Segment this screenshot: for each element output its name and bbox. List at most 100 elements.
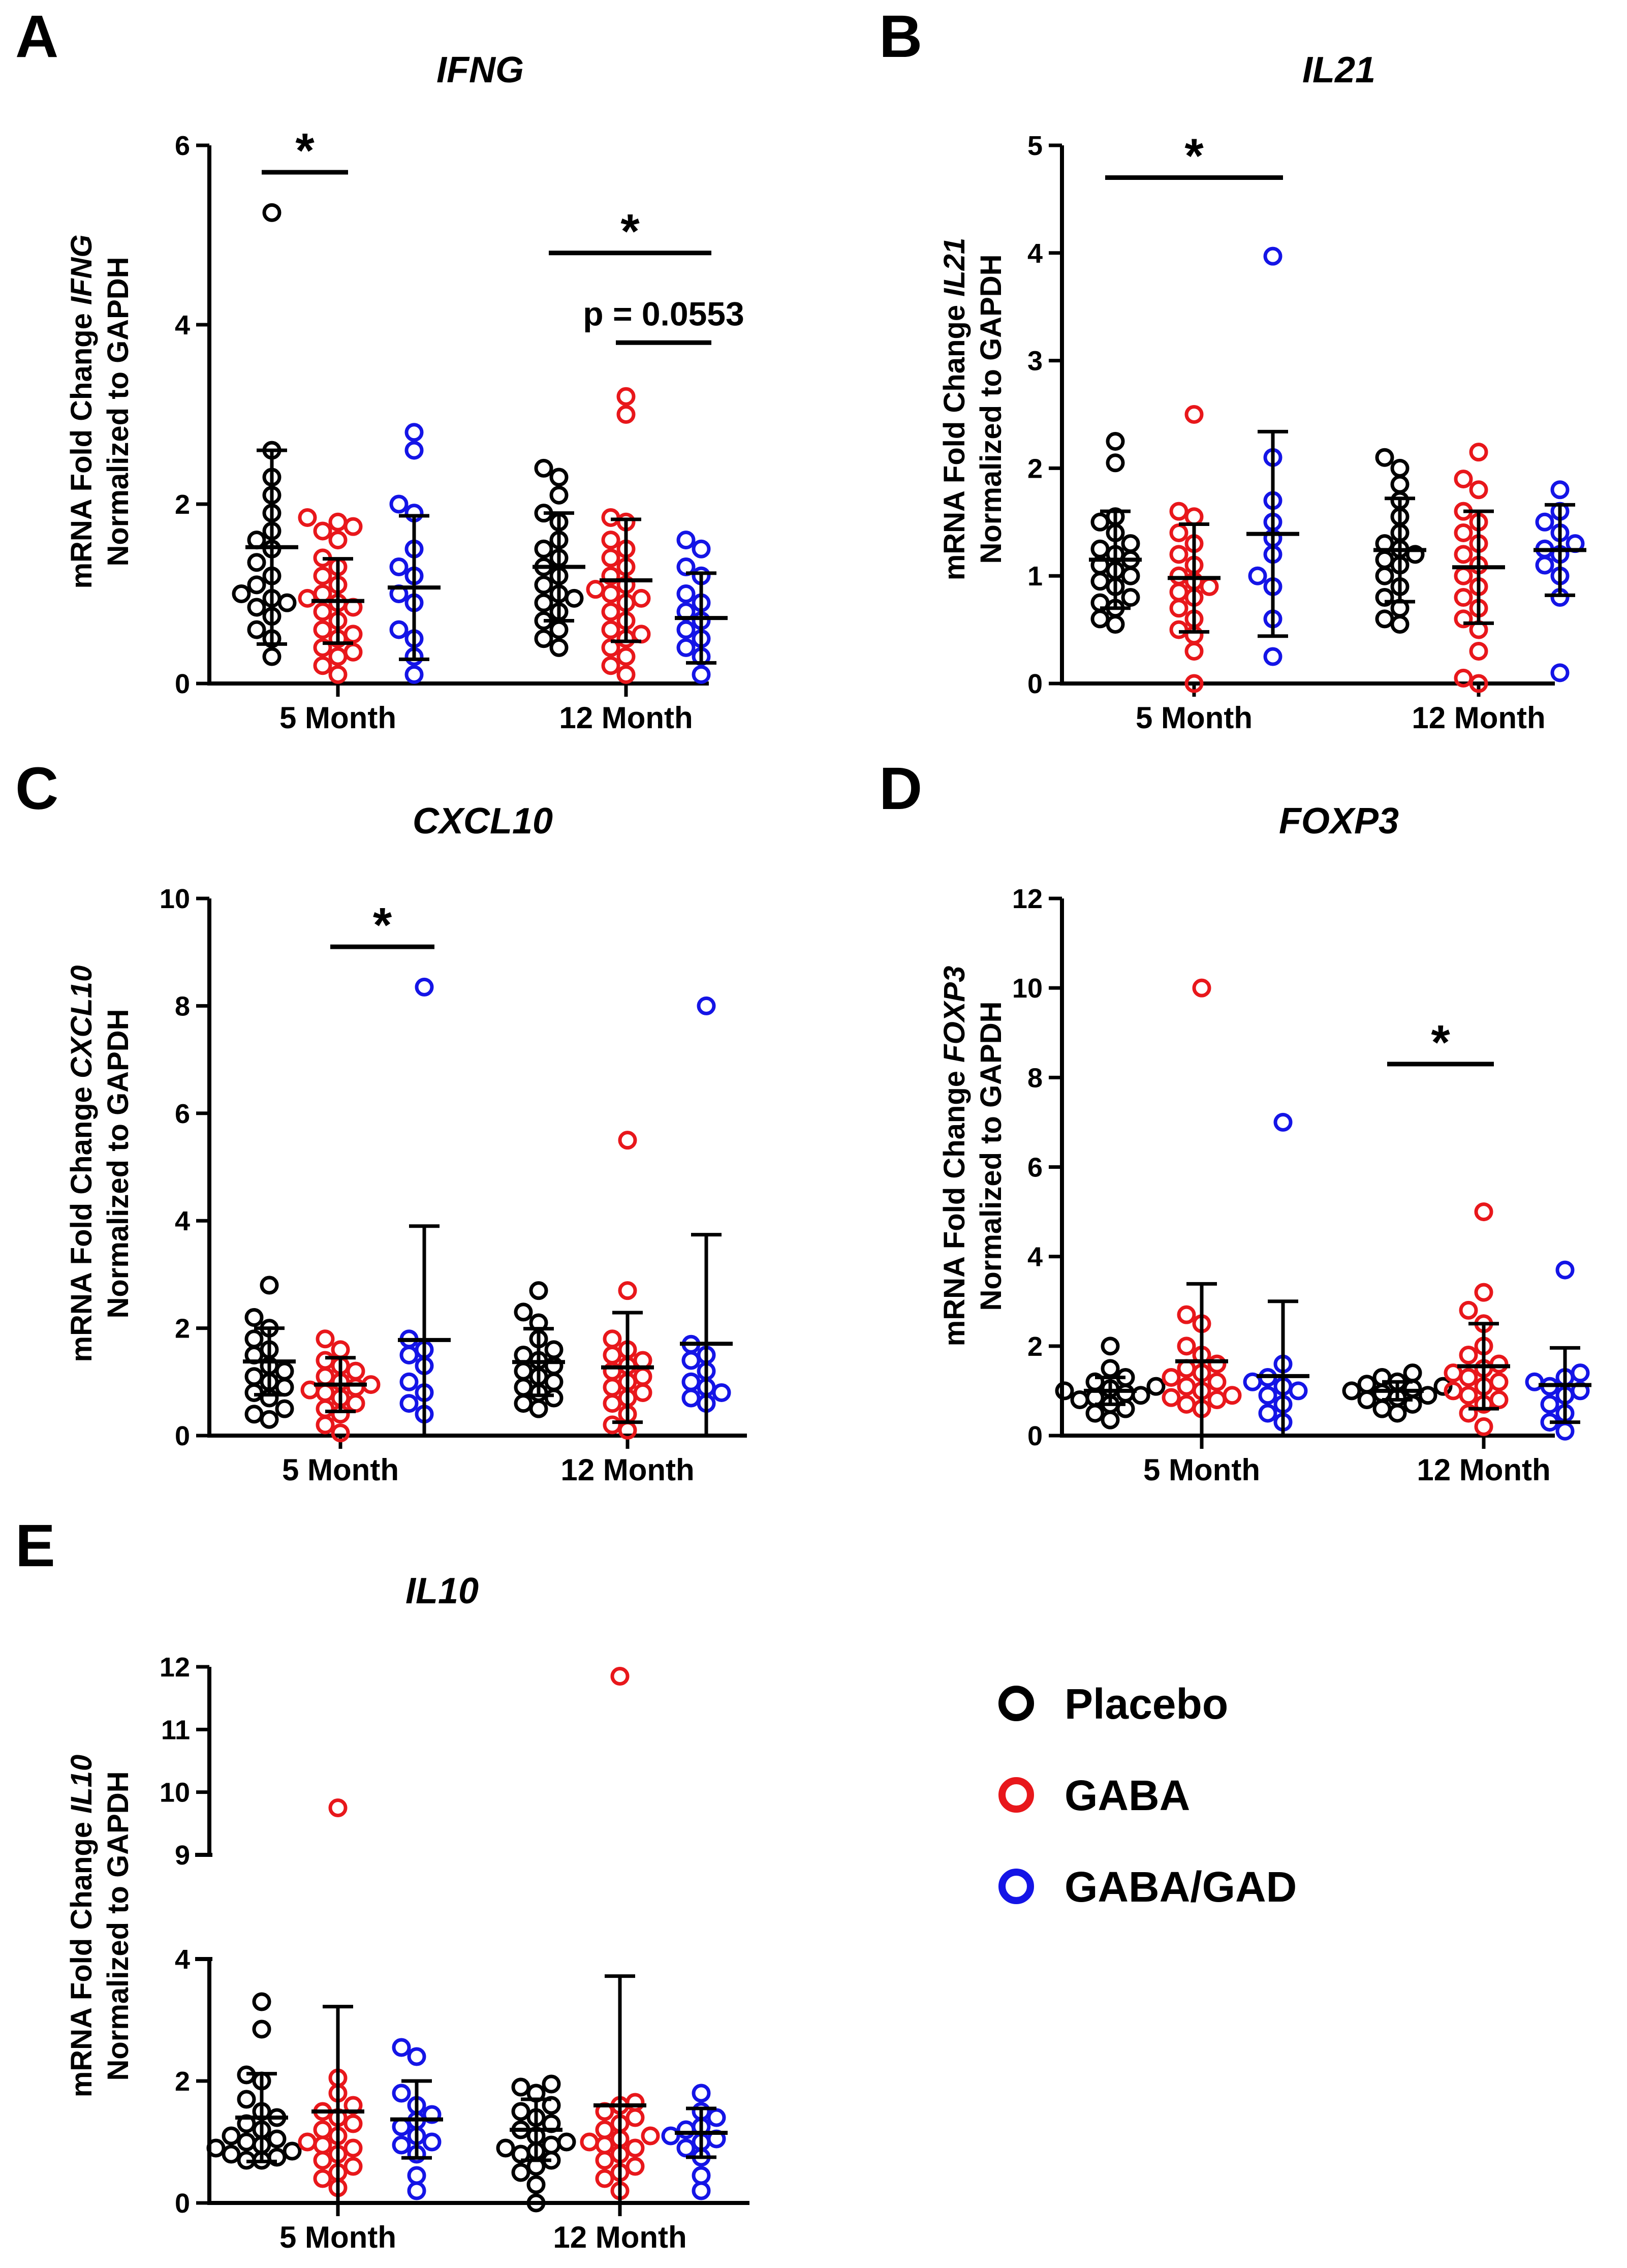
panel-E-ytick-label-4: 4 [175, 1944, 190, 1975]
panel-E: E IL10 mRNA Fold Change IL10 Normalized … [15, 1512, 749, 2254]
panel-C-point-gaba-5-month-6 [316, 1383, 335, 1402]
panel-C-plot: 0 2 4 6 8 10 5 Month 12 Month * [160, 884, 747, 1487]
panel-D-point-gaba-gad-5-month-9 [1273, 1112, 1293, 1132]
panel-B-point-placebo-5-month-13 [1121, 534, 1140, 553]
panel-A-point-gaba-5-month-7 [313, 620, 332, 639]
panel-D-point-gaba-12-month-12 [1459, 1345, 1478, 1364]
panel-A-point-gaba-gad-5-month-12 [404, 423, 424, 442]
panel-C-point-gaba-5-month-8 [346, 1378, 365, 1397]
panel-B-point-gaba-12-month-8 [1454, 566, 1473, 585]
panel-A-point-gaba-12-month-22 [616, 387, 636, 406]
panel-A-point-gaba-12-month-5 [632, 625, 651, 644]
panel-B-point-placebo-12-month-16 [1375, 448, 1394, 467]
panel-E-point-placebo-12-month-17 [511, 2077, 530, 2097]
panel-D-point-gaba-5-month-4 [1223, 1386, 1242, 1405]
panel-C-point-placebo-5-month-0 [260, 1410, 279, 1429]
panel-E-point-placebo-12-month-0 [526, 2193, 546, 2213]
panel-E-point-gaba-gad-5-month-0 [407, 2181, 426, 2200]
panel-B-point-gaba-5-month-0 [1184, 674, 1204, 693]
panel-C-point-placebo-12-month-4 [514, 1378, 533, 1397]
panel-B-point-gaba-gad-5-month-0 [1263, 647, 1282, 666]
panel-A-point-placebo-12-month-6 [565, 588, 584, 608]
panel-A-point-placebo-5-month-0 [262, 647, 281, 666]
panel-D-point-placebo-5-month-13 [1101, 1359, 1120, 1378]
panel-C-point-gaba-12-month-6 [603, 1378, 622, 1397]
panel-B-point-gaba-gad-12-month-8 [1535, 512, 1554, 532]
legend-marker-gaba-gad [998, 1869, 1034, 1904]
panel-D-ylabel-gene: FOXP3 [938, 966, 971, 1063]
legend: Placebo GABA GABA/GAD [998, 1680, 1297, 1911]
panel-B-point-placebo-5-month-3 [1090, 593, 1110, 612]
panel-A-ytick-label-2: 2 [175, 489, 190, 520]
panel-D-point-gaba-12-month-3 [1489, 1390, 1509, 1410]
panel-A-point-gaba-12-month-14 [601, 566, 620, 585]
panel-A-point-placebo-12-month-2 [549, 620, 569, 639]
legend-label-placebo: Placebo [1065, 1680, 1228, 1728]
panel-B-point-gaba-5-month-17 [1184, 405, 1204, 424]
panel-C-point-gaba-12-month-3 [603, 1394, 622, 1413]
panel-D-point-gaba-gad-12-month-0 [1555, 1421, 1575, 1441]
panel-C-point-gaba-gad-5-month-1 [399, 1394, 419, 1413]
panel-D-point-gaba-12-month-11 [1489, 1354, 1509, 1374]
panel-E-point-gaba-gad-5-month-11 [407, 2047, 426, 2066]
panel-C-point-placebo-12-month-15 [529, 1281, 548, 1300]
panel-D-point-gaba-5-month-2 [1207, 1390, 1227, 1410]
panel-C-point-gaba-gad-5-month-5 [399, 1345, 419, 1364]
panel-C-point-placebo-5-month-15 [260, 1276, 279, 1295]
panel-A-point-gaba-5-month-21 [328, 512, 348, 532]
panel-C-point-placebo-12-month-1 [514, 1394, 533, 1413]
panel-A: A IFNG mRNA Fold Change IFNG Normalized … [15, 3, 744, 735]
panel-B-point-gaba-12-month-15 [1469, 480, 1488, 500]
panel-E-point-gaba-gad-5-month-3 [392, 2135, 411, 2155]
panel-E-point-gaba-gad-12-month-0 [692, 2181, 711, 2200]
panel-A-point-gaba-gad-5-month-3 [389, 620, 409, 639]
panel-E-point-gaba-5-month-8 [298, 2132, 317, 2152]
panel-A-point-gaba-gad-5-month-11 [404, 441, 424, 460]
panel-C-point-placebo-12-month-2 [544, 1388, 564, 1408]
panel-E-point-placebo-5-month-5 [206, 2138, 226, 2158]
panel-D-point-placebo-5-month-14 [1101, 1337, 1120, 1356]
panel-C-point-gaba-12-month-14 [603, 1329, 622, 1349]
panel-E-point-gaba-gad-5-month-12 [392, 2038, 411, 2057]
panel-D-ylabel-line2: Normalized to GAPDH [975, 1001, 1008, 1311]
panel-C-ytick-label-0: 0 [175, 1421, 190, 1451]
panel-B-point-placebo-12-month-15 [1390, 458, 1410, 478]
panel-E-ylabel-prefix: mRNA Fold Change [65, 1814, 98, 2098]
panel-C-point-gaba-5-month-3 [316, 1399, 335, 1418]
panel-A-point-placebo-5-month-4 [247, 598, 266, 617]
panel-A-ylabel-gene: IFNG [65, 234, 98, 305]
panel-E-point-gaba-12-month-3 [625, 2157, 645, 2176]
panel-label-D: D [879, 755, 922, 822]
panel-B-point-placebo-12-month-5 [1375, 566, 1394, 585]
panel-E-point-placebo-5-month-18 [252, 1992, 271, 2011]
panel-B-point-gaba-12-month-17 [1469, 443, 1488, 462]
panel-E-point-gaba-gad-5-month-8 [422, 2105, 442, 2124]
panel-B-point-placebo-5-month-7 [1121, 566, 1140, 585]
panel-D-point-gaba-5-month-11 [1207, 1354, 1227, 1374]
panel-E-point-placebo-5-month-2 [267, 2148, 287, 2167]
panel-D-point-gaba-5-month-3 [1162, 1388, 1181, 1407]
panel-C-point-gaba-12-month-12 [603, 1345, 622, 1364]
panel-D-point-placebo-12-month-3 [1357, 1390, 1376, 1410]
panel-C-point-gaba-5-month-1 [316, 1415, 335, 1435]
panel-A-sig-label-0: * [295, 123, 315, 178]
panel-D-point-gaba-5-month-1 [1177, 1394, 1196, 1414]
panel-D-point-gaba-gad-5-month-1 [1258, 1404, 1277, 1423]
panel-B-sig-label-0: * [1184, 129, 1204, 183]
panel-E-ylabel-line2: Normalized to GAPDH [102, 1771, 135, 2080]
panel-C-point-placebo-5-month-8 [275, 1361, 294, 1381]
panel-E-point-gaba-gad-12-month-9 [707, 2108, 726, 2127]
panel-E-point-gaba-12-month-6 [625, 2138, 645, 2158]
panel-C-xlabel-5-month: 5 Month [282, 1453, 399, 1487]
panel-A-ytick-label-6: 6 [175, 131, 190, 161]
panel-C-point-gaba-gad-12-month-6 [681, 1351, 701, 1370]
panel-B-ylabel-prefix: mRNA Fold Change [938, 297, 971, 581]
panel-C-point-gaba-gad-12-month-1 [681, 1388, 701, 1408]
panel-E-ytick-label-12: 12 [160, 1652, 190, 1683]
panel-D-point-gaba-12-month-0 [1474, 1417, 1493, 1436]
panel-A-ylabel-line2: Normalized to GAPDH [102, 257, 135, 566]
panel-B-point-gaba-5-month-3 [1169, 620, 1188, 639]
panel-B-point-gaba-12-month-1 [1454, 668, 1473, 688]
panel-B-point-placebo-12-month-7 [1375, 550, 1394, 569]
panel-E-point-placebo-5-month-14 [237, 2090, 256, 2109]
